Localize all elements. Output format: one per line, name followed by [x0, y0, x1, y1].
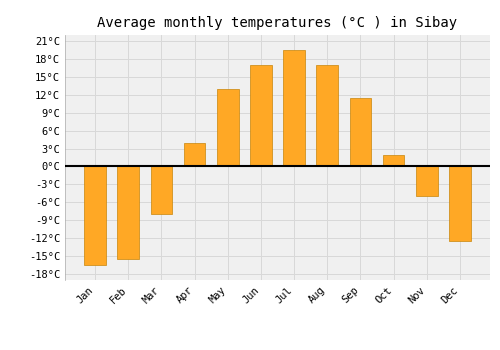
- Bar: [316, 65, 338, 167]
- Bar: [84, 167, 106, 265]
- Title: Average monthly temperatures (°C ) in Sibay: Average monthly temperatures (°C ) in Si…: [98, 16, 458, 30]
- Bar: [449, 167, 470, 241]
- Bar: [118, 167, 139, 259]
- Bar: [184, 142, 206, 167]
- Bar: [416, 167, 438, 196]
- Bar: [284, 50, 305, 167]
- Bar: [250, 65, 272, 167]
- Bar: [383, 154, 404, 167]
- Bar: [150, 167, 172, 214]
- Bar: [217, 89, 238, 167]
- Bar: [350, 98, 371, 167]
